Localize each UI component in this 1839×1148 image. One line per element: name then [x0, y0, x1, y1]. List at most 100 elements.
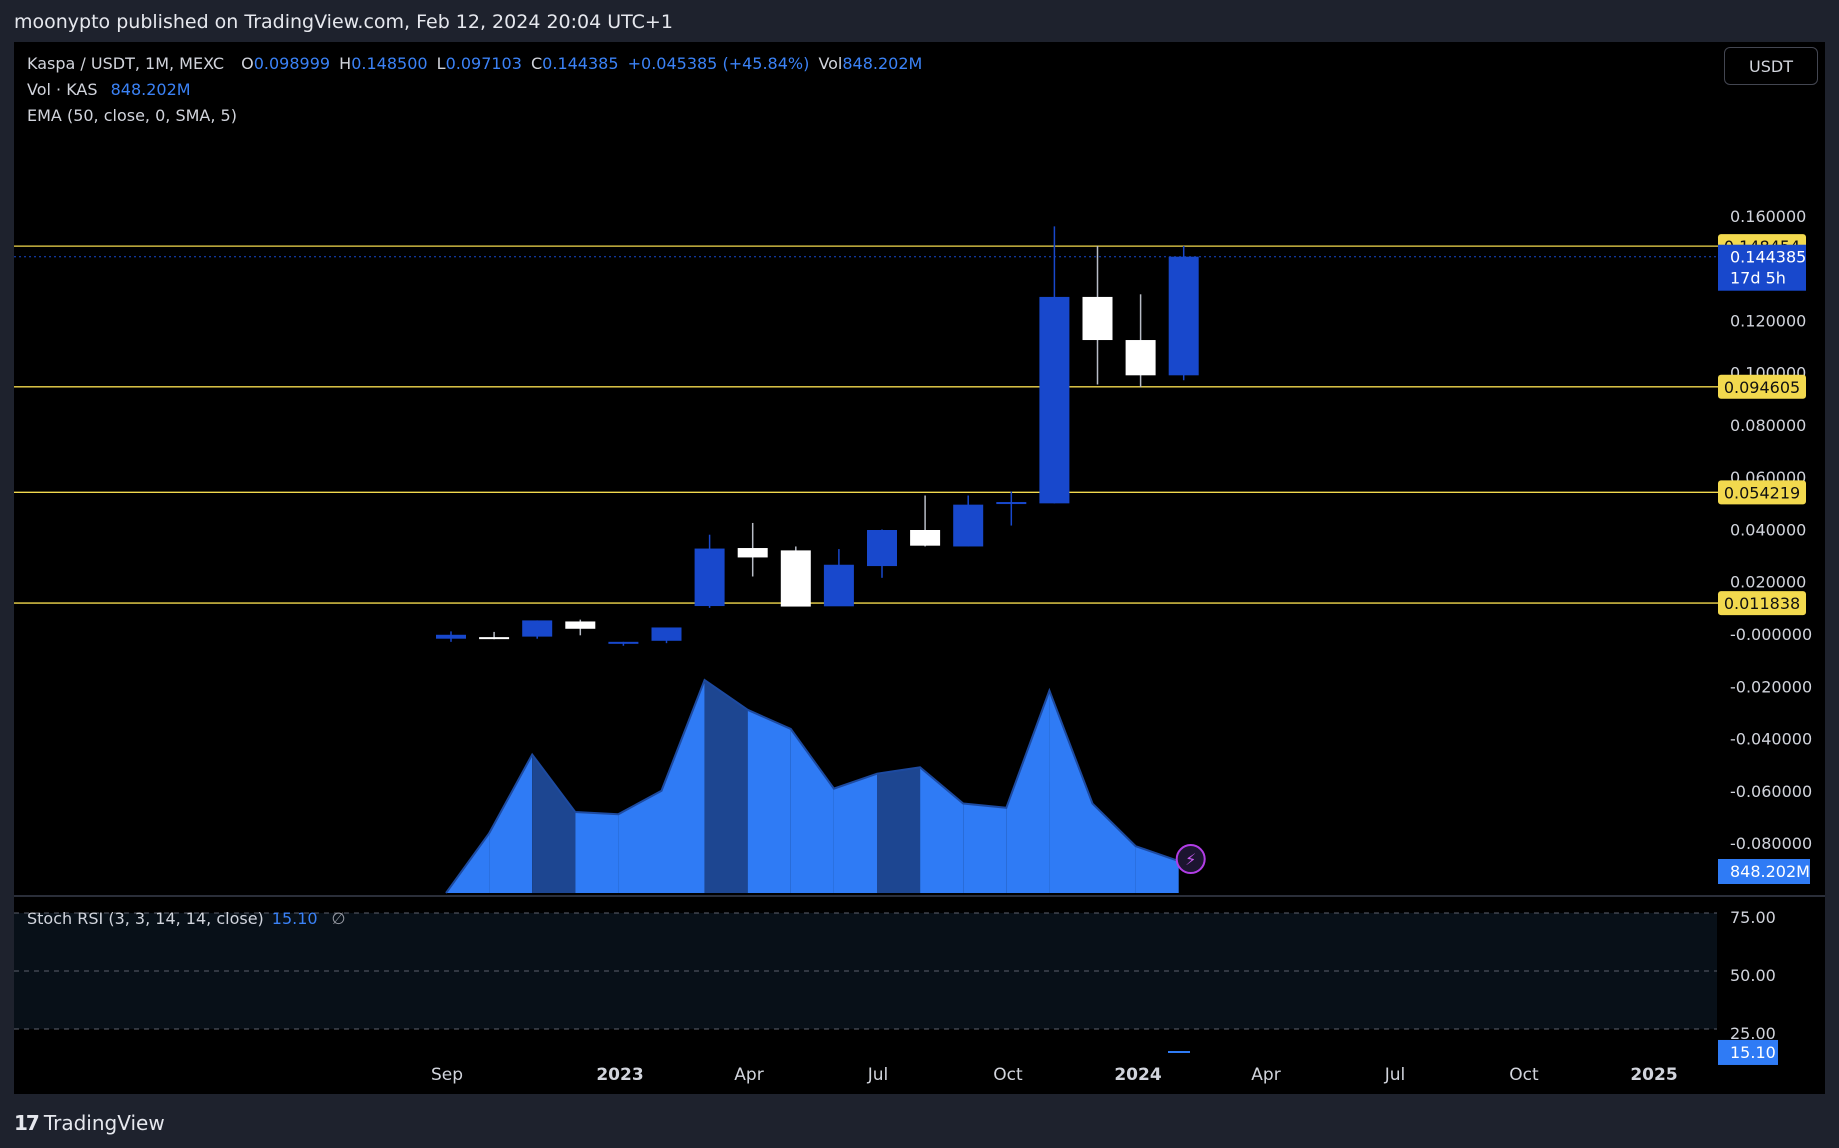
level-badge-label: 0.094605: [1724, 378, 1800, 397]
candles: [436, 226, 1199, 646]
price-tick-label: -0.060000: [1730, 782, 1812, 801]
stoch-value-badge: [1718, 1039, 1778, 1065]
bottom-bar: [0, 1094, 1839, 1148]
volume-area-outline: [445, 678, 1180, 894]
publish-info: moonypto published on TradingView.com, F…: [14, 11, 673, 33]
volume-area-segment: [877, 767, 921, 893]
level-badge: [1718, 480, 1806, 505]
volume-badge: [1718, 859, 1810, 884]
level-badge: [1718, 591, 1806, 616]
vol-label: Vol: [818, 54, 843, 73]
candle-body: [522, 620, 553, 637]
last-price-badge-label: 0.144385: [1730, 248, 1806, 267]
volume-area-segment: [575, 812, 619, 893]
volume-area-segment: [1006, 690, 1050, 893]
candle-body: [694, 548, 725, 607]
ema-legend[interactable]: EMA (50, close, 0, SMA, 5): [27, 106, 237, 125]
price-tick-label: 0.080000: [1730, 416, 1806, 435]
lightning-icon: [1175, 844, 1206, 875]
price-badges: 0.1484540.0946050.0542190.0118380.144385…: [1718, 234, 1810, 1065]
empty-set-icon: ∅: [331, 909, 346, 928]
tradingview-logo[interactable]: 17 TradingView: [14, 1111, 165, 1135]
candle-body: [608, 641, 639, 644]
candle-body: [1168, 256, 1199, 376]
candle-body: [867, 530, 897, 567]
stoch-value-badge-label: 15.10: [1730, 1043, 1776, 1062]
level-badge: [1718, 374, 1806, 399]
volume-area-segment: [790, 728, 834, 893]
candle-body: [565, 621, 596, 629]
candle-body: [479, 637, 510, 640]
close-label: C: [531, 54, 543, 73]
price-tick-label: -0.080000: [1730, 834, 1812, 853]
volume-area-segment: [747, 709, 791, 893]
price-tick-label: -0.020000: [1730, 677, 1812, 696]
time-tick-label: Apr: [1251, 1065, 1280, 1085]
ema-label: EMA (50, close, 0, SMA, 5): [27, 106, 237, 125]
vol-value: 848.202M: [842, 54, 923, 73]
open-label: O: [241, 54, 254, 73]
stoch-rsi-pane: 75.00 50.00 25.00: [14, 908, 1776, 1053]
volume-legend[interactable]: Vol · KAS 848.202M: [27, 80, 191, 99]
volume-area-segment: [920, 767, 964, 893]
volume-area-segment: [532, 754, 576, 893]
last-price-badge: [1718, 244, 1806, 291]
candle-body: [910, 530, 941, 546]
time-tick-label: Oct: [993, 1065, 1023, 1085]
top-bar: moonypto published on TradingView.com, F…: [0, 0, 1839, 42]
candle-body: [436, 634, 466, 639]
open-value: 0.098999: [253, 54, 331, 73]
time-tick-label: 2023: [596, 1065, 643, 1085]
volume-indicator-label: Vol · KAS: [27, 80, 98, 99]
time-tick-label: 2025: [1630, 1065, 1677, 1085]
stoch-rsi-value: 15.10: [271, 909, 318, 928]
level-badge-label: 0.054219: [1724, 483, 1800, 502]
time-tick-label: 2024: [1114, 1065, 1161, 1085]
currency-button[interactable]: USDT: [1724, 47, 1818, 85]
candle-body: [953, 504, 984, 547]
candle-body: [651, 627, 682, 641]
volume-area-segment: [963, 803, 1007, 893]
stoch-rsi-legend[interactable]: Stoch RSI (3, 3, 14, 14, close) 15.10 ∅: [27, 909, 346, 928]
volume-area: ⚡: [445, 678, 1206, 894]
tradingview-logo-icon: 17: [14, 1111, 40, 1135]
candle-body: [780, 550, 811, 607]
time-axis: Sep 2023 Apr Jul Oct 2024 Apr Jul Oct 2025: [431, 1065, 1678, 1085]
time-tick-label: Oct: [1509, 1065, 1539, 1085]
low-label: L: [436, 54, 446, 73]
price-tick-label: 0.020000: [1730, 573, 1806, 592]
candle-body: [1039, 296, 1070, 504]
candle-body: [996, 502, 1027, 505]
volume-indicator-value: 848.202M: [110, 80, 191, 99]
price-tick-label: 0.120000: [1730, 311, 1806, 330]
volume-area-segment: [833, 773, 877, 893]
candle-body: [1082, 296, 1113, 341]
high-value: 0.148500: [351, 54, 428, 73]
price-axis: 0.1600000.1200000.1000000.0800000.060000…: [14, 207, 1825, 897]
candle-body: [737, 548, 768, 558]
tradingview-brand: TradingView: [43, 1111, 165, 1135]
level-badge-label: 0.011838: [1724, 594, 1800, 613]
countdown-label: 17d 5h: [1730, 269, 1786, 288]
close-value: 0.144385: [542, 54, 619, 73]
price-tick-label: -0.000000: [1730, 625, 1812, 644]
stoch-rsi-label: Stoch RSI (3, 3, 14, 14, close): [27, 909, 264, 928]
volume-badge-label: 848.202M: [1730, 862, 1810, 881]
volume-area-segment: [489, 754, 533, 893]
candle-body: [1125, 340, 1156, 376]
stoch-tick-label: 50.00: [1730, 966, 1776, 985]
time-tick-label: Apr: [734, 1065, 763, 1085]
lightning-icon-glyph: ⚡: [1185, 850, 1196, 869]
price-tick-label: 0.040000: [1730, 520, 1806, 539]
change-value: +0.045385 (+45.84%): [627, 54, 810, 73]
volume-area-segment: [704, 680, 748, 893]
volume-area-segment: [661, 680, 705, 893]
stoch-tick-label: 25.00: [1730, 1024, 1776, 1043]
low-value: 0.097103: [445, 54, 522, 73]
volume-area-segment: [618, 790, 662, 893]
horizontal-levels: [14, 245, 1718, 604]
symbol-label[interactable]: Kaspa / USDT, 1M, MEXC: [27, 54, 225, 73]
volume-area-segment: [1049, 690, 1093, 893]
high-label: H: [339, 54, 352, 73]
